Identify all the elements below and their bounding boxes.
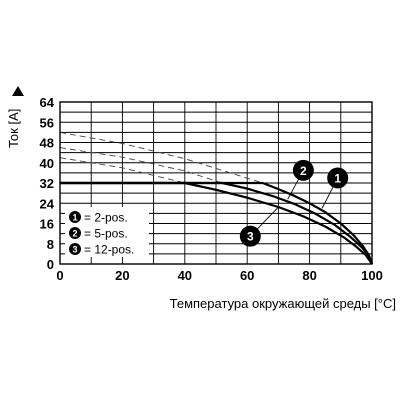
y-tick-label: 32 [40, 176, 54, 191]
legend-marker [69, 211, 81, 223]
y-tick-label: 0 [47, 257, 54, 272]
derating-lines [59, 131, 263, 184]
legend-marker-label: 3 [72, 245, 77, 255]
x-axis-title: Температура окружающей среды [°C] [170, 296, 396, 311]
legend-marker-label: 1 [72, 213, 77, 223]
callout-marker-label: 2 [300, 164, 307, 178]
legend-entry-label: = 5-pos. [84, 227, 128, 241]
legend: 1 = 2-pos. 2 = 5-pos. 3 = 12-pos. [65, 207, 149, 257]
plot-border [59, 101, 373, 265]
callout-marker-1 [327, 167, 349, 189]
series-line-2 [60, 181, 374, 265]
legend-marker [69, 227, 81, 239]
y-tick-label: 16 [40, 217, 54, 232]
callout-marker-2 [292, 159, 314, 181]
y-axis-title: Ток [A] [6, 109, 21, 148]
derating-line-2 [59, 147, 223, 184]
derating-line-1 [59, 131, 263, 184]
legend-entry-label: = 12-pos. [84, 243, 134, 257]
series-lines [60, 181, 374, 265]
y-tick-label: 8 [47, 237, 54, 252]
x-tick-label: 20 [115, 268, 129, 283]
x-tick-label: 100 [361, 268, 383, 283]
y-tick-label: 56 [40, 115, 54, 130]
x-tick-label: 0 [56, 268, 63, 283]
callout-marker-label: 1 [334, 171, 341, 185]
legend-marker [69, 243, 81, 255]
plot-frame [59, 101, 373, 265]
callout-marker-3 [239, 225, 261, 247]
y-axis-arrow-icon [12, 86, 24, 96]
y-tick-label: 64 [40, 95, 55, 110]
legend-marker-label: 2 [72, 229, 77, 239]
derating-line-3 [59, 157, 185, 184]
x-tick-label: 40 [178, 268, 192, 283]
y-tick-label: 24 [40, 196, 55, 211]
series-markers: 1 2 3 [239, 159, 349, 247]
legend-entry-label: = 2-pos. [84, 211, 128, 225]
x-tick-label: 60 [240, 268, 254, 283]
series-line-3 [60, 181, 373, 265]
x-tick-label: 80 [302, 268, 316, 283]
series-line-1 [60, 181, 374, 265]
callout-marker-label: 3 [247, 230, 254, 244]
y-tick-label: 40 [40, 156, 54, 171]
y-tick-label: 48 [40, 136, 54, 151]
